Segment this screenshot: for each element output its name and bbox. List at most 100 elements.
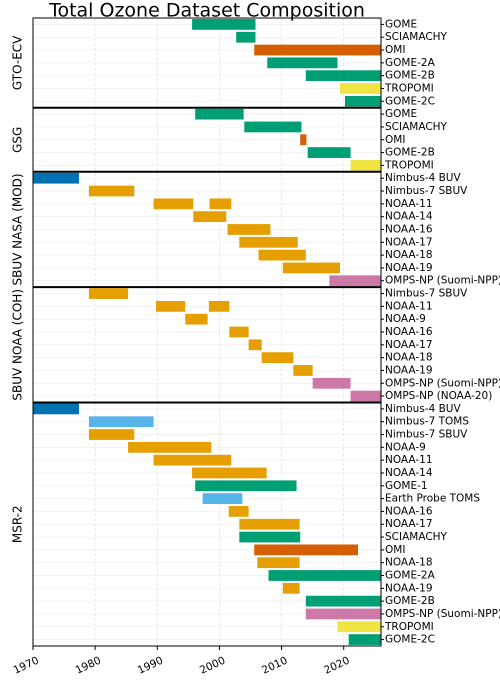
bar	[33, 403, 79, 415]
row-label: OMPS-NP (Suomi-NPP)	[385, 377, 500, 389]
bar	[248, 339, 262, 351]
row-label: NOAA-11	[385, 300, 433, 312]
bar	[282, 582, 300, 594]
chart-title: Total Ozone Dataset Composition	[48, 0, 365, 22]
row-label: Earth Probe TOMS	[385, 493, 480, 505]
x-tick-label: 1970	[12, 654, 41, 676]
row-label: TROPOMI	[384, 159, 434, 171]
group-label: SBUV NASA (MOD)	[11, 173, 25, 285]
bar	[305, 595, 381, 607]
row-label: NOAA-19	[385, 364, 433, 376]
bar	[236, 31, 256, 43]
bar	[305, 70, 381, 82]
row-label: GOME-2C	[385, 634, 435, 646]
x-tick-label: 2000	[198, 654, 227, 676]
group-label: SBUV NOAA (COH)	[11, 289, 25, 401]
row-label: NOAA-14	[385, 467, 433, 479]
bar	[33, 172, 79, 184]
x-tick-label: 1980	[74, 654, 103, 676]
row-label: GOME-2A	[385, 570, 436, 582]
bar	[185, 313, 208, 325]
bar	[228, 506, 249, 517]
row-label: Nimbus-4 BUV	[385, 403, 461, 415]
row-label: NOAA-16	[385, 326, 433, 338]
bar	[192, 467, 267, 479]
x-tick-label: 1990	[136, 654, 165, 676]
row-label: NOAA-16	[385, 505, 433, 517]
bar	[88, 429, 135, 440]
bar	[350, 160, 381, 171]
row-label: GOME-2B	[385, 70, 435, 82]
bar	[337, 621, 381, 633]
bar	[88, 416, 154, 428]
bar	[153, 198, 194, 210]
bar	[307, 147, 351, 158]
bar	[128, 441, 212, 453]
row-label: NOAA-11	[385, 454, 433, 466]
bar	[192, 19, 256, 30]
row-label: OMPS-NP (Suomi-NPP)	[385, 608, 500, 620]
row-label: NOAA-16	[385, 223, 433, 235]
row-label: GOME-2B	[385, 595, 435, 607]
bar	[261, 352, 294, 364]
bar	[305, 608, 381, 620]
row-label: OMI	[385, 44, 405, 56]
bar	[244, 121, 302, 133]
bar	[229, 326, 249, 338]
bar	[293, 365, 313, 376]
row-label: NOAA-18	[385, 352, 433, 364]
row-label: GOME-1	[385, 480, 428, 492]
bar	[258, 249, 306, 261]
row-label: GOME-2A	[385, 57, 436, 69]
bar	[350, 390, 381, 402]
group-label: MSR-2	[11, 505, 25, 543]
row-label: NOAA-9	[385, 313, 426, 325]
row-label: NOAA-19	[385, 262, 433, 274]
bar	[312, 377, 351, 389]
row-label: GOME	[385, 18, 417, 30]
x-tick-label: 2020	[322, 654, 351, 676]
bar	[88, 185, 135, 197]
bar	[195, 108, 244, 120]
bar	[156, 300, 186, 312]
bar	[195, 480, 297, 492]
bar	[268, 570, 381, 581]
row-label: NOAA-18	[385, 249, 433, 261]
group-label: GTO-ECV	[11, 35, 25, 90]
bar	[153, 454, 232, 466]
row-label: Nimbus-4 BUV	[385, 172, 461, 184]
row-label: Nimbus-7 TOMS	[385, 416, 469, 428]
bar	[254, 44, 381, 56]
bar	[348, 634, 381, 645]
row-label: OMI	[385, 134, 405, 146]
x-tick-label: 2010	[260, 654, 289, 676]
group-label: GSG	[11, 127, 25, 153]
row-label: SCIAMACHY	[385, 31, 448, 43]
row-label: NOAA-17	[385, 518, 433, 530]
bar	[208, 300, 230, 312]
bar	[88, 288, 129, 299]
bar	[329, 275, 381, 287]
row-label: GOME	[385, 108, 417, 120]
bar	[227, 224, 271, 235]
row-label: NOAA-9	[385, 441, 426, 453]
row-label: OMI	[385, 544, 405, 556]
row-label: OMPS-NP (Suomi-NPP)	[385, 275, 500, 287]
row-label: NOAA-18	[385, 557, 433, 569]
bar	[193, 211, 227, 223]
row-label: SCIAMACHY	[385, 121, 448, 133]
bar	[239, 518, 300, 530]
row-label: GOME-2B	[385, 147, 435, 159]
bar	[202, 493, 243, 504]
row-label: NOAA-19	[385, 582, 433, 594]
row-label: TROPOMI	[384, 621, 434, 633]
plot-frame	[32, 17, 382, 647]
bar	[300, 134, 307, 146]
bar	[254, 544, 359, 556]
bar	[344, 95, 381, 107]
row-label: Nimbus-7 SBUV	[385, 429, 468, 441]
row-label: NOAA-17	[385, 236, 433, 248]
row-label: Nimbus-7 SBUV	[385, 185, 468, 197]
bar	[257, 557, 300, 569]
